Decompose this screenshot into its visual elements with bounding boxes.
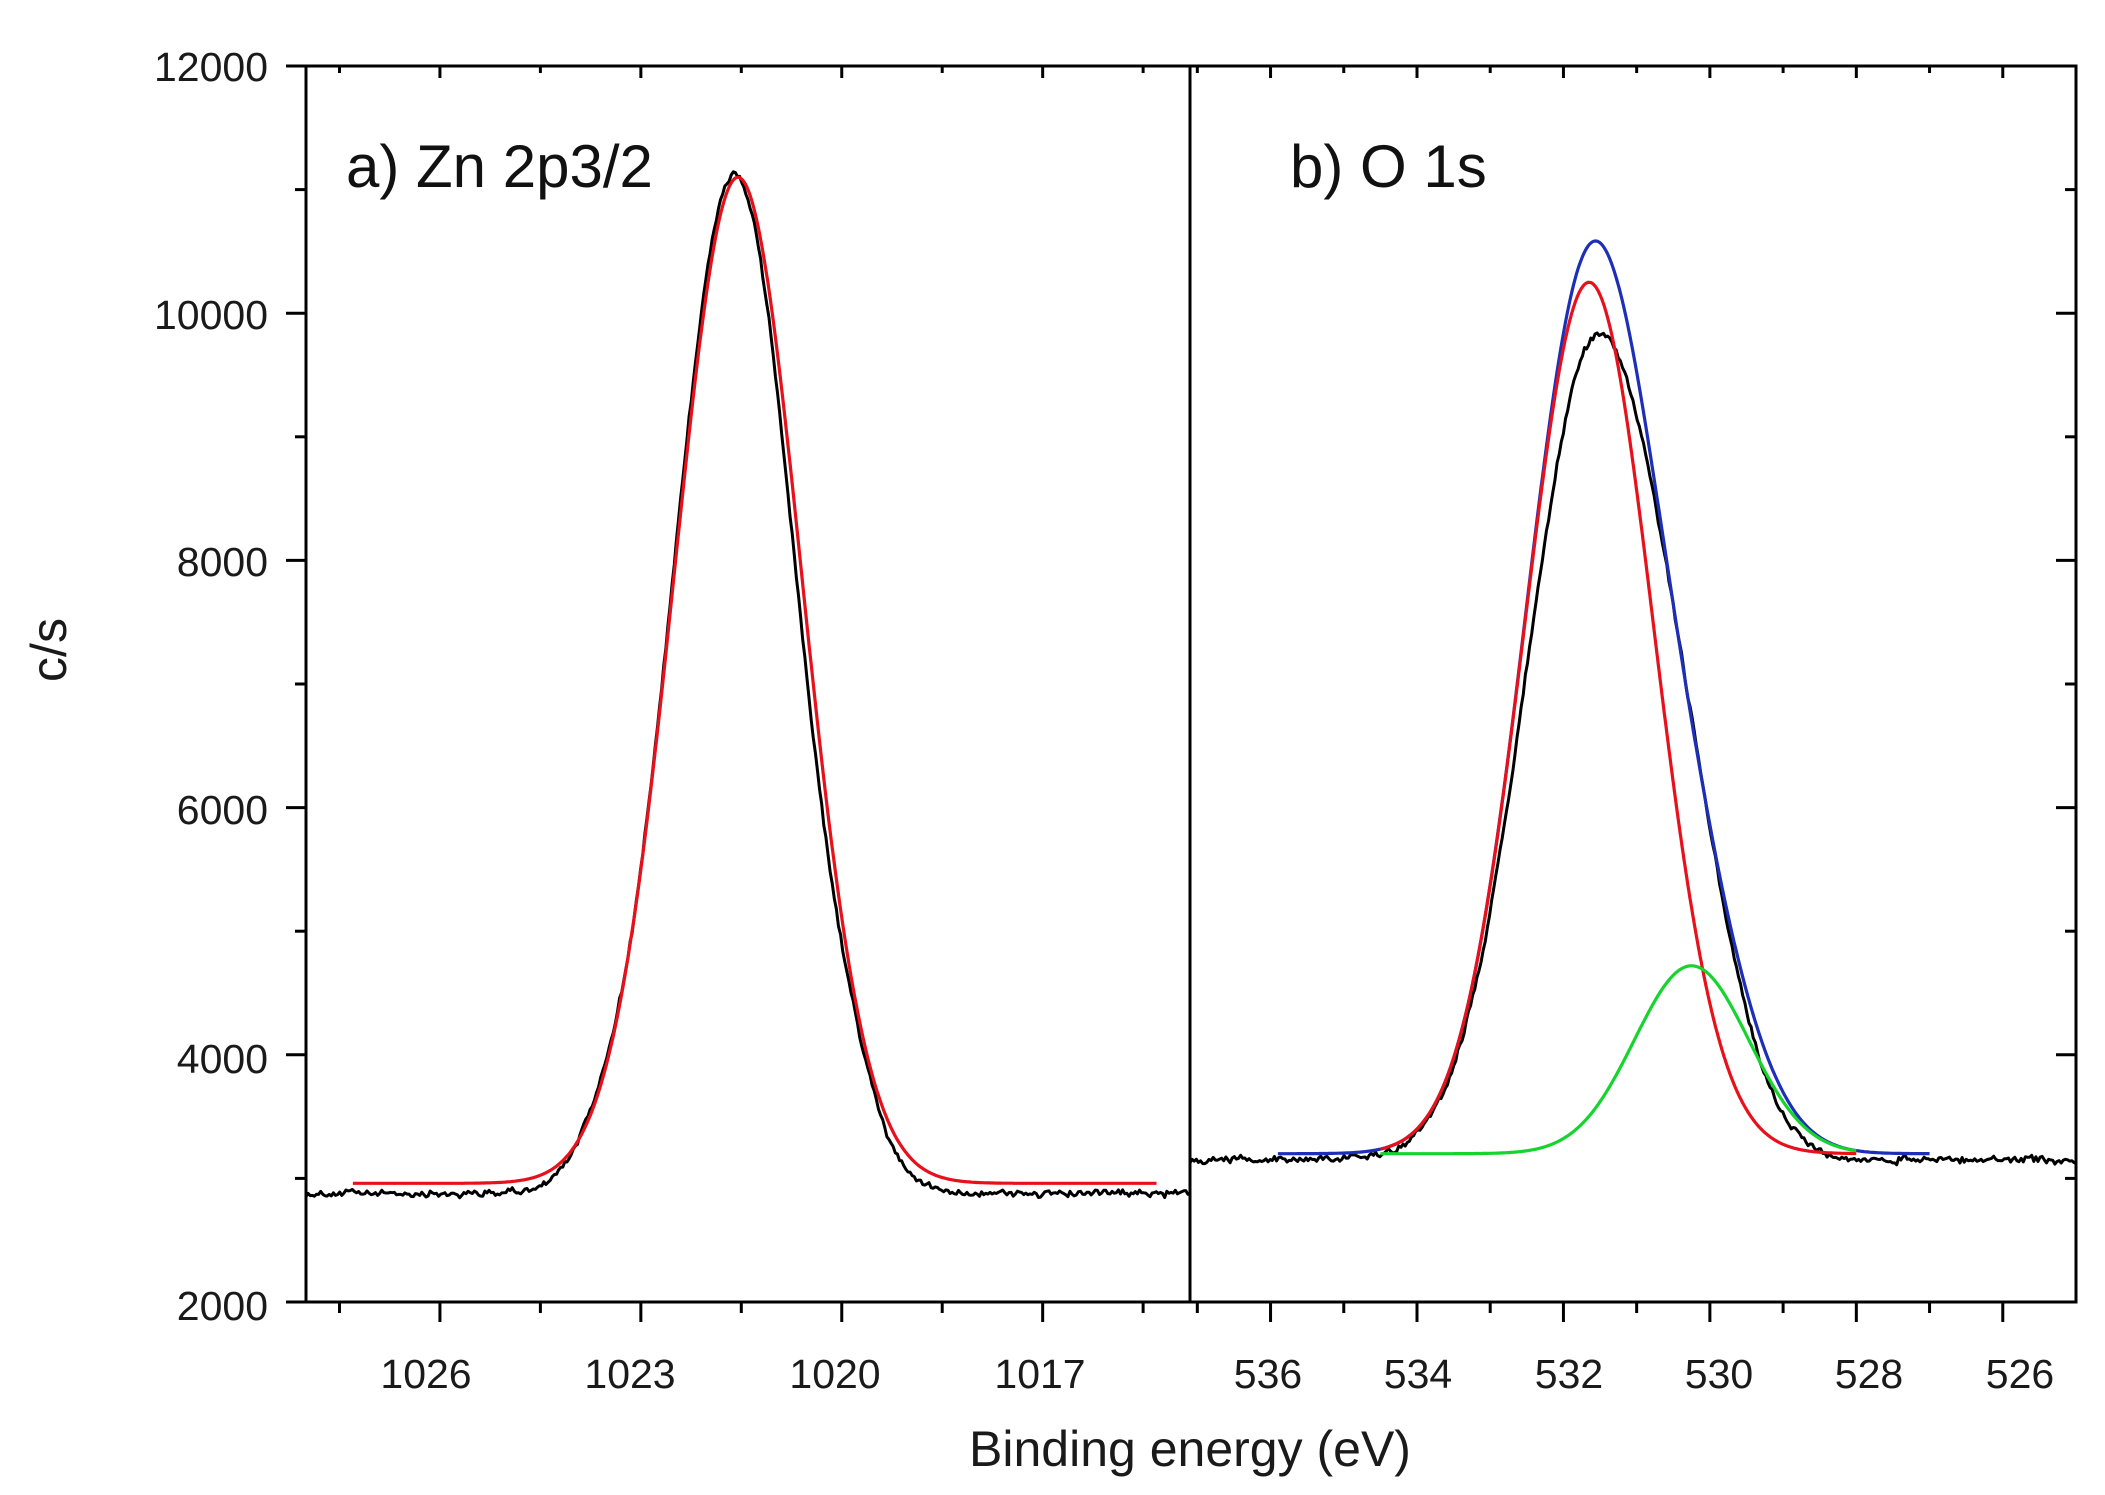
y-tick-label: 12000 bbox=[154, 44, 268, 90]
x-tick-label: 534 bbox=[1384, 1351, 1452, 1397]
series-line-b-3 bbox=[1379, 280, 1857, 1156]
tick-layer bbox=[286, 64, 2076, 1322]
series-line-b-1 bbox=[1188, 331, 2077, 1167]
x-tick-label: 1020 bbox=[789, 1351, 880, 1397]
x-tick-label: 536 bbox=[1234, 1351, 1302, 1397]
y-tick-label: 4000 bbox=[177, 1036, 268, 1082]
panel-b-frame bbox=[1188, 64, 2078, 1304]
x-tick-label: 528 bbox=[1835, 1351, 1903, 1397]
y-tick-label: 8000 bbox=[177, 539, 268, 585]
series-line-a-2 bbox=[352, 175, 1157, 1185]
panel-a-title: a) Zn 2p3/2 bbox=[346, 133, 653, 200]
y-axis-title: c/s bbox=[21, 618, 77, 682]
series-layer bbox=[304, 170, 2077, 1200]
panel-a-x-tick-labels: 1026 1023 1020 1017 bbox=[380, 1351, 1085, 1397]
x-axis-title: Binding energy (eV) bbox=[969, 1421, 1411, 1477]
x-tick-label: 526 bbox=[1986, 1351, 2054, 1397]
x-tick-label: 1023 bbox=[584, 1351, 675, 1397]
y-tick-labels: 2000 4000 6000 8000 10000 12000 bbox=[154, 44, 268, 1329]
x-tick-label: 530 bbox=[1685, 1351, 1753, 1397]
y-tick-label: 10000 bbox=[154, 292, 268, 338]
y-tick-label: 6000 bbox=[177, 787, 268, 833]
x-tick-label: 1017 bbox=[994, 1351, 1085, 1397]
y-tick-label: 2000 bbox=[177, 1283, 268, 1329]
series-line-a-1 bbox=[304, 170, 1191, 1200]
x-tick-label: 1026 bbox=[380, 1351, 471, 1397]
panel-b-title: b) O 1s bbox=[1290, 133, 1487, 200]
series-line-b-4 bbox=[1379, 964, 1857, 1156]
panel-b-x-tick-labels: 536 534 532 530 528 526 bbox=[1234, 1351, 2054, 1397]
x-tick-label: 532 bbox=[1535, 1351, 1603, 1397]
